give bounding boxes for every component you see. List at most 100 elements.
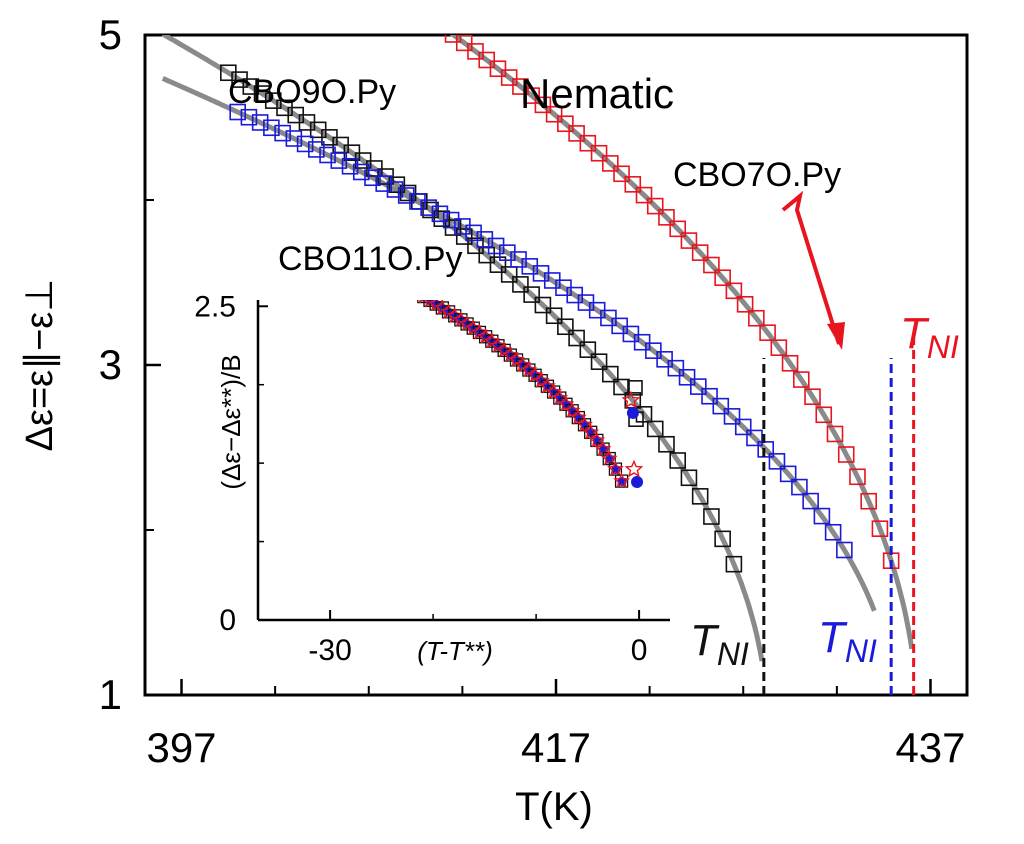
phase-label: Nematic — [520, 70, 674, 117]
x-tick-label: 397 — [146, 724, 216, 771]
data-point — [701, 387, 718, 405]
transition-lines — [762, 338, 916, 695]
data-point — [454, 218, 471, 235]
data-point — [442, 211, 460, 229]
data-point — [420, 199, 437, 216]
inset-data-point — [631, 475, 644, 488]
inset-tick-labels: -30 0 0 2.5 — [194, 290, 647, 667]
data-point — [669, 220, 687, 238]
data-point — [397, 187, 415, 204]
data-point — [386, 181, 404, 198]
data-point — [352, 163, 370, 181]
data-point — [645, 342, 662, 359]
inset-chart: -30 0 0 2.5 (T-T**) (Δε−Δε**)/B — [194, 290, 670, 667]
data-point — [748, 309, 765, 327]
inset-markers — [412, 300, 644, 489]
data-point — [680, 469, 698, 487]
data-point — [613, 378, 630, 396]
data-point — [590, 353, 608, 371]
data-point — [534, 96, 552, 114]
data-point — [871, 520, 889, 537]
data-point — [680, 232, 698, 249]
inset-x-tick-label: -30 — [308, 634, 351, 667]
data-point — [433, 210, 451, 227]
data-point — [678, 368, 696, 386]
data-point — [791, 478, 808, 496]
data-point — [590, 144, 608, 162]
data-point — [723, 408, 741, 425]
data-point — [646, 197, 664, 215]
x-tick-label: 437 — [895, 724, 965, 771]
data-point — [658, 435, 675, 453]
data-point — [792, 371, 810, 388]
data-point — [465, 224, 482, 242]
data-point — [813, 507, 831, 525]
data-point — [714, 530, 731, 548]
data-point — [409, 193, 426, 210]
data-point — [489, 256, 507, 273]
data-markers — [220, 0, 900, 573]
data-point — [568, 329, 585, 347]
series-label-cbo9o: CBO9O.Py — [228, 73, 396, 111]
data-point — [512, 276, 529, 293]
data-point — [422, 201, 439, 219]
data-point — [725, 282, 743, 300]
data-point — [579, 134, 597, 152]
data-point — [330, 152, 348, 169]
data-point — [545, 307, 563, 325]
data-point — [646, 420, 664, 438]
data-point — [557, 318, 574, 336]
fit-line — [449, 35, 915, 650]
x-tick-label: 417 — [521, 724, 591, 771]
data-point — [768, 453, 786, 470]
inset-data-point — [627, 380, 643, 396]
series-label-cbo7o: CBO7O.Py — [673, 156, 841, 194]
data-point — [455, 228, 473, 245]
inset-x-label: (T-T**) — [417, 636, 493, 666]
inset-x-tick-label: 0 — [631, 634, 648, 667]
data-point — [770, 339, 788, 356]
data-point — [274, 124, 291, 142]
data-point — [759, 324, 776, 341]
data-point — [434, 19, 449, 34]
fit-line — [161, 35, 765, 662]
data-point — [423, 10, 438, 25]
data-point — [658, 209, 675, 226]
data-point — [500, 69, 518, 86]
inset-data-point — [600, 449, 618, 466]
data-point — [296, 135, 314, 153]
data-point — [500, 266, 518, 283]
y-tick-label: 5 — [99, 11, 122, 58]
data-point — [837, 446, 855, 463]
data-point — [824, 523, 842, 541]
data-point — [399, 184, 417, 202]
data-point — [781, 354, 799, 372]
data-point — [602, 365, 619, 383]
data-point — [714, 269, 731, 287]
inset-ticks — [258, 305, 641, 621]
x-axis-label: T(K) — [515, 785, 593, 829]
cbo7o-arrowhead — [827, 322, 845, 350]
data-point — [802, 492, 819, 510]
inset-y-tick-label: 2.5 — [194, 290, 236, 323]
data-point — [489, 60, 507, 78]
data-point — [319, 146, 336, 164]
axis-ticks — [145, 33, 932, 697]
data-point — [389, 0, 404, 1]
data-point — [455, 35, 473, 52]
y-tick-label: 1 — [99, 671, 122, 718]
data-point — [512, 78, 529, 95]
data-point — [476, 231, 494, 248]
inset-y-tick-label: 0 — [219, 604, 236, 637]
data-point — [691, 244, 709, 261]
axis-tick-labels: 397 417 437 1 3 5 — [99, 11, 966, 771]
y-axis-label: Δε=ε∥−ε⊥ — [19, 279, 61, 452]
tni-label-cbo7o: TNI — [900, 309, 959, 365]
data-point — [815, 406, 833, 424]
data-point — [412, 2, 427, 17]
inset-data-point — [621, 390, 641, 409]
data-point — [487, 237, 505, 255]
data-point — [624, 176, 642, 193]
data-point — [523, 286, 540, 303]
data-point — [712, 397, 730, 415]
